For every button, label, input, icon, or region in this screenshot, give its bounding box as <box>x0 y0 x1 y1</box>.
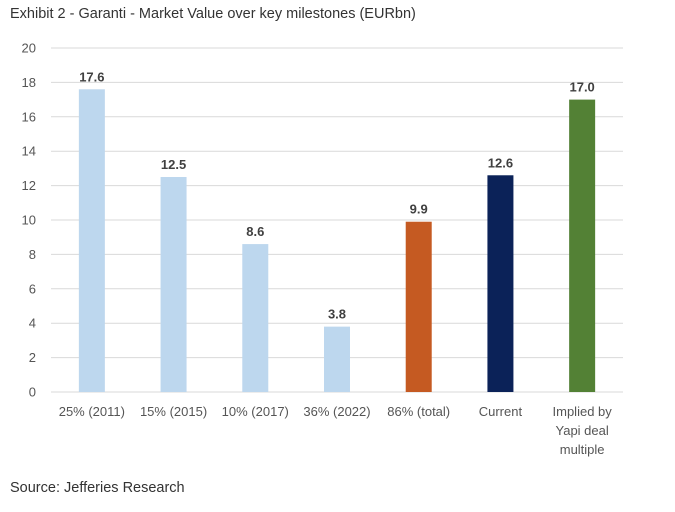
y-tick-label: 16 <box>22 109 36 124</box>
y-tick-label: 2 <box>29 350 36 365</box>
data-label: 12.5 <box>161 157 186 172</box>
data-label: 17.0 <box>569 80 594 95</box>
y-tick-label: 6 <box>29 281 36 296</box>
data-label: 9.9 <box>410 202 428 217</box>
bars <box>78 89 596 392</box>
bar <box>324 326 350 392</box>
bar <box>569 99 596 392</box>
category-label: Implied by Yapi deal multiple <box>553 404 613 457</box>
y-tick-label: 0 <box>29 385 36 400</box>
data-label: 3.8 <box>328 307 346 322</box>
y-tick-label: 12 <box>22 178 36 193</box>
y-axis-ticks: 0 2 4 6 8 10 12 14 16 18 20 <box>22 41 36 400</box>
category-label: 36% (2022) <box>303 404 370 419</box>
bar <box>487 175 514 392</box>
category-label: 10% (2017) <box>222 404 289 419</box>
y-tick-label: 8 <box>29 247 36 262</box>
y-tick-label: 20 <box>22 41 36 56</box>
y-tick-label: 14 <box>22 144 36 159</box>
bar <box>405 221 432 392</box>
category-label: 15% (2015) <box>140 404 207 419</box>
data-label: 12.6 <box>488 155 513 170</box>
category-label: 86% (total) <box>387 404 450 419</box>
category-labels: 25% (2011) 15% (2015) 10% (2017) 36% (2022)… <box>59 404 613 457</box>
source-note: Source: Jefferies Research <box>10 480 185 496</box>
data-label: 17.6 <box>79 69 104 84</box>
category-label: Current <box>479 404 523 419</box>
data-labels: 17.6 12.5 8.6 3.8 9.9 12.6 17.0 <box>79 69 595 321</box>
data-label: 8.6 <box>246 224 264 239</box>
bar <box>78 89 105 392</box>
y-tick-label: 18 <box>22 75 36 90</box>
y-tick-label: 4 <box>29 316 36 331</box>
y-tick-label: 10 <box>22 213 36 228</box>
category-label: 25% (2011) <box>59 404 125 419</box>
bar <box>160 177 187 392</box>
chart-title: Exhibit 2 - Garanti - Market Value over … <box>10 6 416 22</box>
bar <box>242 244 269 392</box>
